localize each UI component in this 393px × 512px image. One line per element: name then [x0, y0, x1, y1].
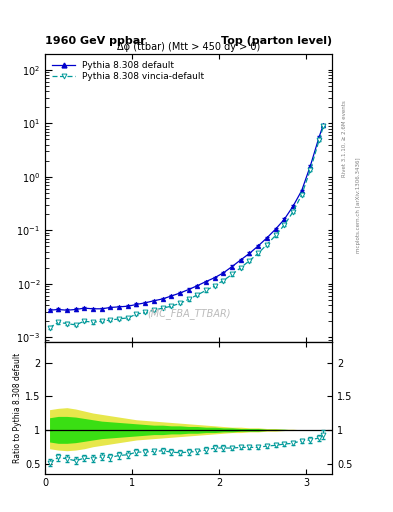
Legend: Pythia 8.308 default, Pythia 8.308 vincia-default: Pythia 8.308 default, Pythia 8.308 vinci… [50, 58, 207, 83]
Text: Rivet 3.1.10, ≥ 2.6M events: Rivet 3.1.10, ≥ 2.6M events [342, 100, 347, 177]
Title: Δφ (t̅tbar) (Mtt > 450 dy > 0): Δφ (t̅tbar) (Mtt > 450 dy > 0) [117, 41, 260, 52]
Text: Top (parton level): Top (parton level) [221, 36, 332, 46]
Text: mcplots.cern.ch [arXiv:1306.3436]: mcplots.cern.ch [arXiv:1306.3436] [356, 157, 361, 252]
Y-axis label: Ratio to Pythia 8.308 default: Ratio to Pythia 8.308 default [13, 353, 22, 463]
Text: (MC_FBA_TTBAR): (MC_FBA_TTBAR) [147, 308, 230, 319]
Text: 1960 GeV ppbar: 1960 GeV ppbar [45, 36, 146, 46]
